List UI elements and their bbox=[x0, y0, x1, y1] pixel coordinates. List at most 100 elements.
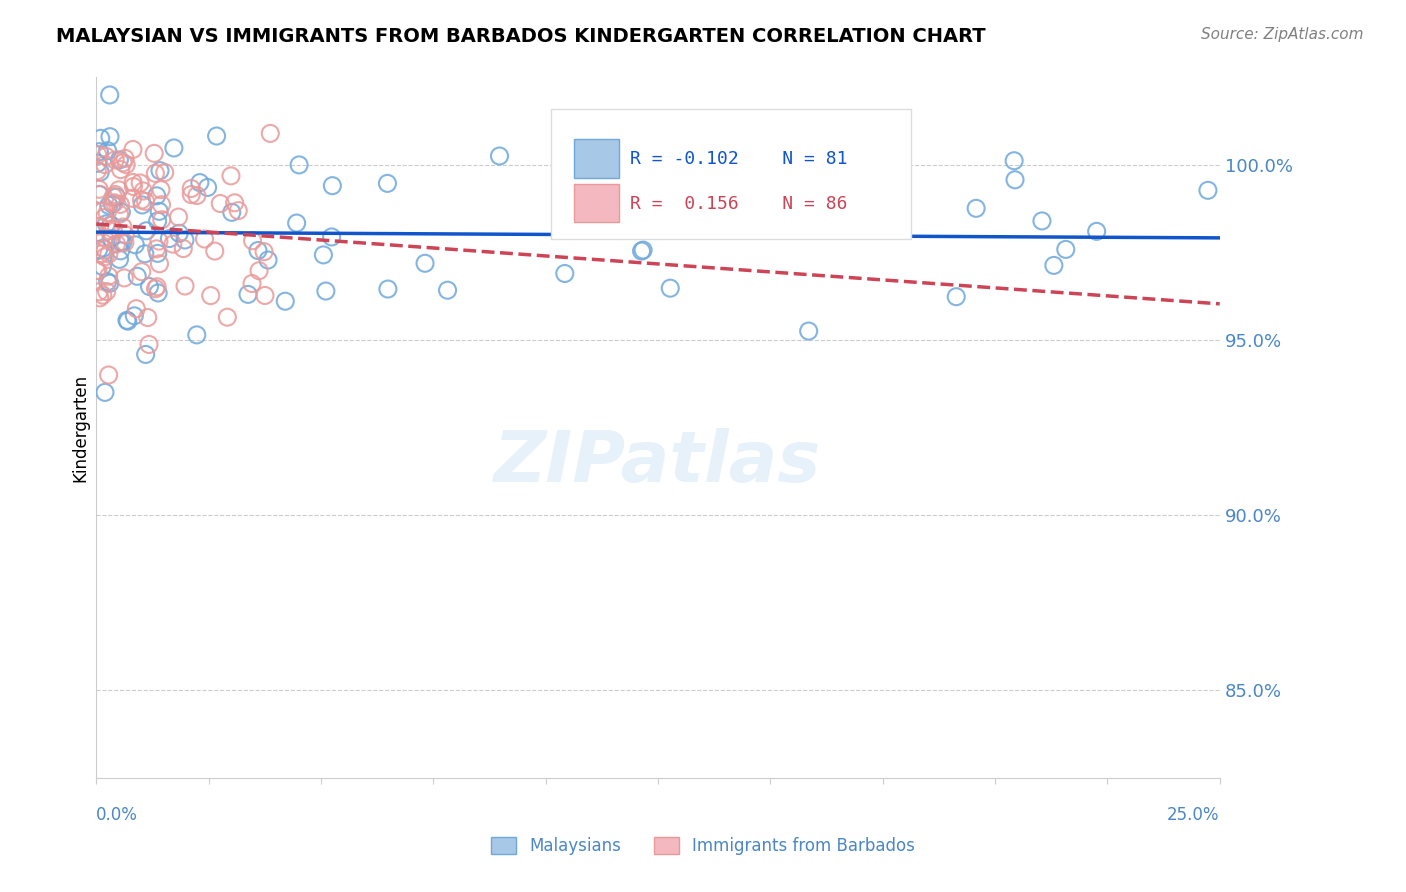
Point bbox=[100, 218, 122, 232]
Point bbox=[117, 314, 139, 328]
Point bbox=[149, 183, 172, 197]
Point bbox=[186, 327, 208, 342]
Point bbox=[86, 163, 108, 178]
Point bbox=[90, 131, 112, 145]
Point bbox=[157, 231, 180, 245]
Legend: Malaysians, Immigrants from Barbados: Malaysians, Immigrants from Barbados bbox=[484, 830, 922, 862]
Point bbox=[174, 233, 197, 247]
FancyBboxPatch shape bbox=[574, 139, 619, 178]
Text: MALAYSIAN VS IMMIGRANTS FROM BARBADOS KINDERGARTEN CORRELATION CHART: MALAYSIAN VS IMMIGRANTS FROM BARBADOS KI… bbox=[56, 27, 986, 45]
Point bbox=[180, 181, 202, 195]
Point bbox=[104, 187, 127, 202]
Point bbox=[94, 149, 117, 163]
Point bbox=[89, 187, 111, 202]
Point bbox=[103, 195, 125, 210]
Point bbox=[488, 149, 510, 163]
Point bbox=[105, 237, 128, 252]
Y-axis label: Kindergarten: Kindergarten bbox=[72, 374, 89, 482]
Point bbox=[96, 285, 118, 299]
Point bbox=[97, 144, 120, 158]
Point bbox=[127, 269, 149, 284]
Point bbox=[1043, 259, 1066, 273]
Point bbox=[247, 244, 270, 258]
Point bbox=[315, 284, 337, 298]
Text: Source: ZipAtlas.com: Source: ZipAtlas.com bbox=[1201, 27, 1364, 42]
Point bbox=[224, 195, 246, 210]
Point bbox=[110, 162, 132, 177]
Point bbox=[1054, 243, 1077, 257]
Point bbox=[145, 282, 167, 296]
Point bbox=[111, 235, 134, 249]
Point bbox=[136, 310, 159, 325]
Point bbox=[112, 271, 135, 285]
Point bbox=[86, 156, 108, 170]
Point bbox=[312, 248, 335, 262]
Point bbox=[103, 222, 125, 236]
Point bbox=[162, 237, 184, 252]
Point bbox=[134, 247, 156, 261]
Text: 0.0%: 0.0% bbox=[96, 806, 138, 824]
FancyBboxPatch shape bbox=[574, 184, 619, 222]
Point bbox=[135, 347, 157, 361]
Point bbox=[97, 247, 120, 261]
Point bbox=[965, 202, 987, 216]
Point bbox=[321, 230, 343, 244]
Point bbox=[630, 244, 652, 258]
Point bbox=[86, 263, 108, 277]
Point bbox=[121, 191, 143, 205]
Point bbox=[91, 241, 114, 255]
Point bbox=[143, 166, 166, 180]
Point bbox=[554, 267, 576, 281]
Point bbox=[1031, 214, 1053, 228]
Point bbox=[105, 190, 128, 204]
Point bbox=[377, 177, 399, 191]
Point bbox=[87, 182, 110, 196]
Point bbox=[110, 235, 132, 249]
Point bbox=[143, 146, 166, 161]
Point bbox=[138, 337, 160, 351]
Text: R =  0.156    N = 86: R = 0.156 N = 86 bbox=[630, 194, 848, 212]
Point bbox=[205, 128, 228, 143]
Point bbox=[274, 294, 297, 309]
Point bbox=[122, 176, 145, 190]
Point bbox=[94, 250, 117, 264]
Point bbox=[87, 243, 110, 257]
Point bbox=[90, 246, 112, 260]
Point bbox=[107, 183, 129, 197]
Point bbox=[98, 87, 121, 102]
Point bbox=[217, 310, 239, 325]
Point bbox=[659, 281, 682, 295]
Point bbox=[97, 198, 120, 212]
Point bbox=[167, 227, 190, 241]
Point bbox=[377, 282, 399, 296]
Point bbox=[200, 288, 222, 302]
Point bbox=[98, 224, 121, 238]
Point bbox=[96, 217, 118, 231]
Point bbox=[149, 163, 172, 178]
Point bbox=[226, 203, 249, 218]
FancyBboxPatch shape bbox=[551, 109, 911, 238]
Point bbox=[87, 263, 110, 277]
Point bbox=[945, 290, 967, 304]
Point bbox=[114, 235, 136, 250]
Point bbox=[110, 244, 132, 258]
Point bbox=[135, 224, 157, 238]
Point bbox=[131, 198, 153, 212]
Point bbox=[1085, 224, 1108, 238]
Point bbox=[1197, 183, 1219, 197]
Point bbox=[98, 129, 121, 144]
Point bbox=[321, 178, 343, 193]
Point bbox=[145, 242, 167, 256]
Point bbox=[1004, 173, 1026, 187]
Point bbox=[242, 234, 264, 248]
Point bbox=[146, 214, 169, 228]
Point bbox=[97, 269, 120, 284]
Point bbox=[172, 242, 194, 256]
Point bbox=[89, 165, 111, 179]
Point bbox=[132, 184, 155, 198]
Point bbox=[108, 207, 131, 221]
Point bbox=[91, 260, 114, 274]
Point bbox=[1002, 153, 1025, 168]
Point bbox=[89, 285, 111, 299]
Point bbox=[150, 197, 173, 211]
